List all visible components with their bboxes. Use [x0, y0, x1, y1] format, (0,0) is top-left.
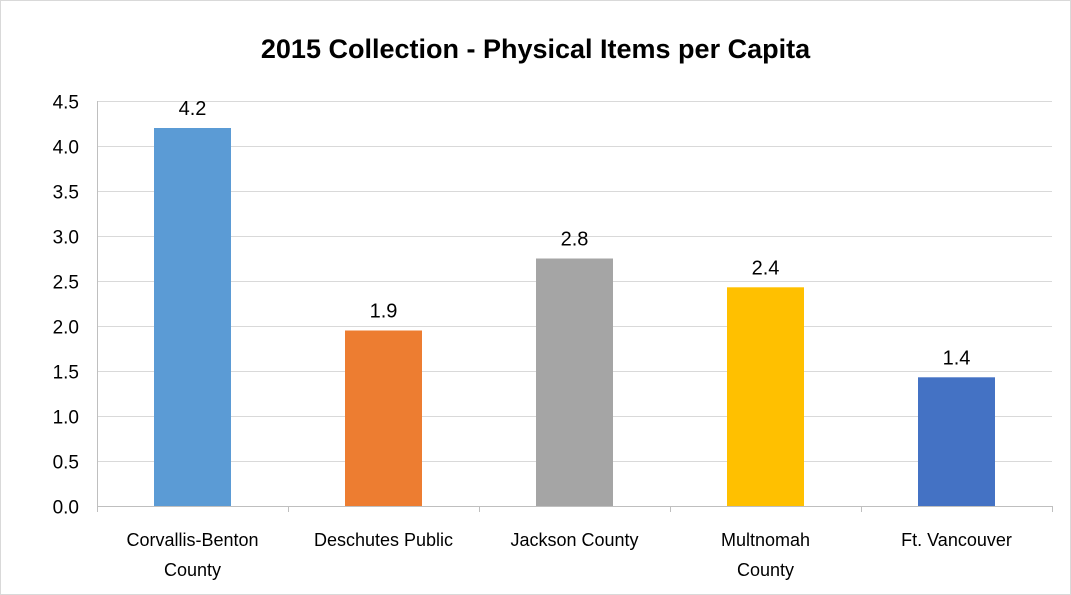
category-label: Deschutes Public	[314, 530, 453, 550]
bars	[154, 128, 995, 506]
axes	[97, 101, 1053, 512]
bar	[536, 258, 613, 506]
x-axis-category-labels: Corvallis-Benton County Deschutes Public Ja…	[126, 530, 1011, 580]
data-label: 4.2	[179, 98, 207, 120]
y-tick-label: 4.0	[53, 138, 79, 159]
category-label: Ft. Vancouver	[901, 530, 1012, 550]
y-tick-label: 1.0	[53, 408, 79, 429]
data-labels: 4.2 1.9 2.8 2.4 1.4	[179, 98, 971, 369]
bar	[154, 128, 231, 506]
data-label: 2.8	[561, 229, 589, 251]
bar	[727, 287, 804, 506]
category-label: County	[737, 560, 794, 580]
y-axis-tick-labels: 0.0 0.5 1.0 1.5 2.0 2.5 3.0 3.5 4.0 4.5	[53, 93, 79, 519]
y-tick-label: 4.5	[53, 93, 79, 114]
y-tick-label: 3.0	[53, 228, 79, 249]
y-tick-label: 2.0	[53, 318, 79, 339]
category-label: County	[164, 560, 221, 580]
category-label: Jackson County	[510, 530, 638, 550]
y-tick-label: 3.5	[53, 183, 79, 204]
bar	[345, 330, 422, 506]
chart-title: 2015 Collection - Physical Items per Cap…	[260, 34, 811, 64]
category-label: Corvallis-Benton	[126, 530, 258, 550]
data-label: 1.4	[943, 347, 971, 369]
y-tick-label: 2.5	[53, 273, 79, 294]
y-tick-label: 1.5	[53, 363, 79, 384]
y-tick-label: 0.0	[53, 498, 79, 519]
category-label: Multnomah	[721, 530, 810, 550]
data-label: 1.9	[370, 301, 398, 323]
bar	[918, 377, 995, 506]
y-tick-label: 0.5	[53, 453, 79, 474]
data-label: 2.4	[752, 257, 780, 279]
